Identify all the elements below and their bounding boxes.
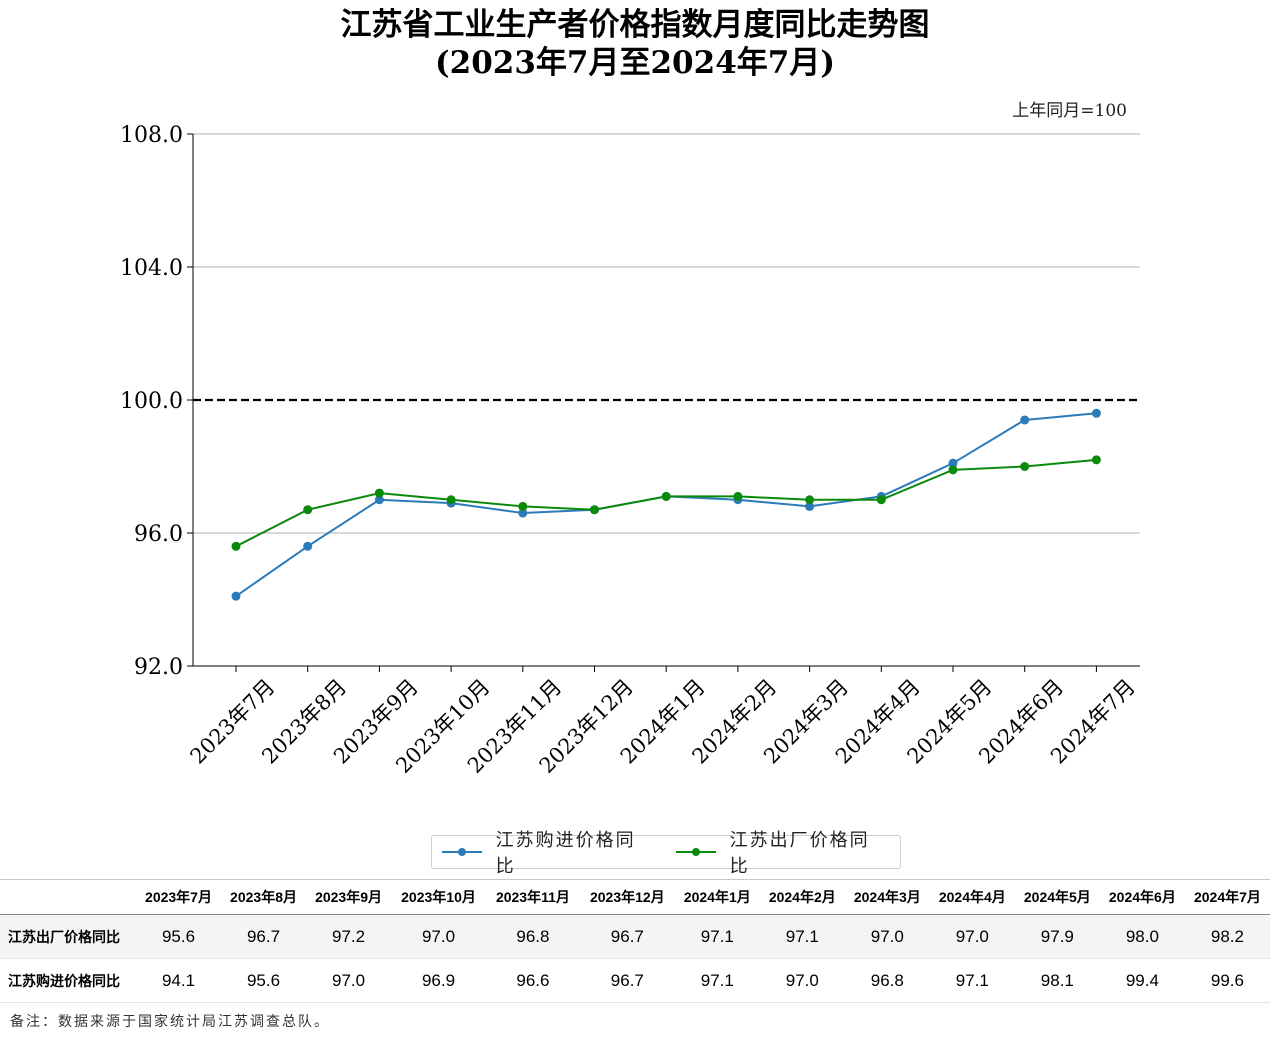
table-cell: 96.7 [246,926,281,946]
y-tick-label: 100.0 [120,389,183,414]
row-label: 江苏出厂价格同比 [8,928,120,945]
table-header-cell: 2024年1月 [683,889,751,905]
y-tick-label: 108.0 [120,123,183,148]
table-header-cell: 2023年10月 [401,889,476,905]
series-1-point [446,495,456,505]
series-1-point [948,465,958,475]
table-cell: 96.7 [610,970,644,990]
table-header-cell: 2023年9月 [315,889,382,905]
series-1-point [231,541,241,551]
y-tick-label: 104.0 [120,256,183,281]
series-1-point [518,501,528,511]
series-1-point [876,495,886,505]
table-corner [0,880,136,915]
table-row-purchase: 江苏购进价格同比 94.1 95.6 97.0 96.9 96.6 96.7 9… [0,959,1270,1003]
table-cell: 96.7 [610,926,644,946]
table-cell: 95.6 [161,926,196,946]
table-header-cell: 2024年4月 [938,889,1006,905]
chart-title: 江苏省工业生产者价格指数月度同比走势图 [340,7,930,43]
table-cell: 96.8 [870,970,904,990]
series-0-point [805,501,815,511]
legend-swatch-factory [676,845,716,859]
table-cell: 97.1 [955,970,989,990]
y-tick-label: 96.0 [134,522,183,547]
table-header-cell: 2023年12月 [589,889,665,905]
line-chart: 上年同月=100 92.096.0100.0104.0108.02023年7月2… [120,101,1140,778]
table-cell: 98.0 [1125,926,1159,946]
series-0-point [231,591,241,601]
table-cell: 96.6 [516,970,550,990]
table-cell: 97.0 [785,970,819,990]
table-cell: 97.9 [1040,926,1074,946]
series-0-point [1091,408,1101,418]
table-cell: 97.2 [331,926,366,946]
table-header-row: 2023年7月 2023年8月 2023年9月 2023年10月 2023年11… [0,879,1270,915]
series-1-point [733,491,743,501]
table-cell: 98.2 [1210,926,1244,946]
legend-item-factory: 江苏出厂价格同比 [676,826,888,878]
table-cell: 96.9 [421,970,456,990]
legend-item-purchase: 江苏购进价格同比 [442,826,654,878]
table-cell: 95.6 [246,970,281,990]
table-header-cell: 2023年11月 [495,889,570,905]
source-note: 备注：数据来源于国家统计局江苏调查总队。 [10,1014,330,1030]
series-0-point [374,495,384,505]
table-header-cell: 2024年6月 [1108,889,1176,905]
table-cell: 97.0 [870,926,904,946]
table-header-cell: 2024年3月 [853,889,921,905]
table-cell: 94.1 [161,970,196,990]
table-row-factory: 江苏出厂价格同比 95.6 96.7 97.2 97.0 96.8 96.7 9… [0,914,1270,959]
table-header-cell: 2024年7月 [1193,889,1261,905]
table-cell: 97.1 [700,970,734,990]
table-header-cell: 2024年2月 [768,889,836,905]
series-0-point [518,508,528,518]
chart-legend: 江苏购进价格同比 江苏出厂价格同比 [431,830,901,877]
series-1-point [590,505,599,515]
series-0-point [948,458,958,468]
series-1-point [1020,462,1030,471]
series-0-point [303,541,313,551]
data-table: 2023年7月 2023年8月 2023年9月 2023年10月 2023年11… [0,879,1270,1003]
table-cell: 96.8 [516,926,550,946]
series-1-point [661,491,671,501]
series-1-point [1091,455,1101,465]
legend-swatch-purchase [442,845,482,859]
legend-label-purchase: 江苏购进价格同比 [495,830,636,877]
table-cell: 97.0 [421,926,456,946]
row-label: 江苏购进价格同比 [8,972,120,989]
table-cell: 97.1 [700,926,734,946]
table-header-cell: 2023年7月 [145,889,212,905]
legend-label-factory: 江苏出厂价格同比 [729,830,870,877]
table-cell: 97.1 [785,926,819,946]
table-cell: 98.1 [1040,970,1074,990]
y-tick-label: 92.0 [134,655,183,680]
series-1-point [374,488,384,498]
series-0-point [1020,415,1030,425]
series-1-point [805,495,815,505]
table-cell: 99.6 [1210,970,1244,990]
table-header-cell: 2023年8月 [230,889,297,905]
table-cell: 97.0 [955,926,989,946]
table-header-cell: 2024年5月 [1023,889,1091,905]
series-1-point [303,505,313,515]
base-annotation: 上年同月=100 [1012,101,1127,121]
series-line-0 [235,412,1097,597]
table-cell: 97.0 [331,970,366,990]
table-cell: 99.4 [1125,970,1159,990]
chart-subtitle: (2023年7月至2024年7月) [434,45,836,81]
